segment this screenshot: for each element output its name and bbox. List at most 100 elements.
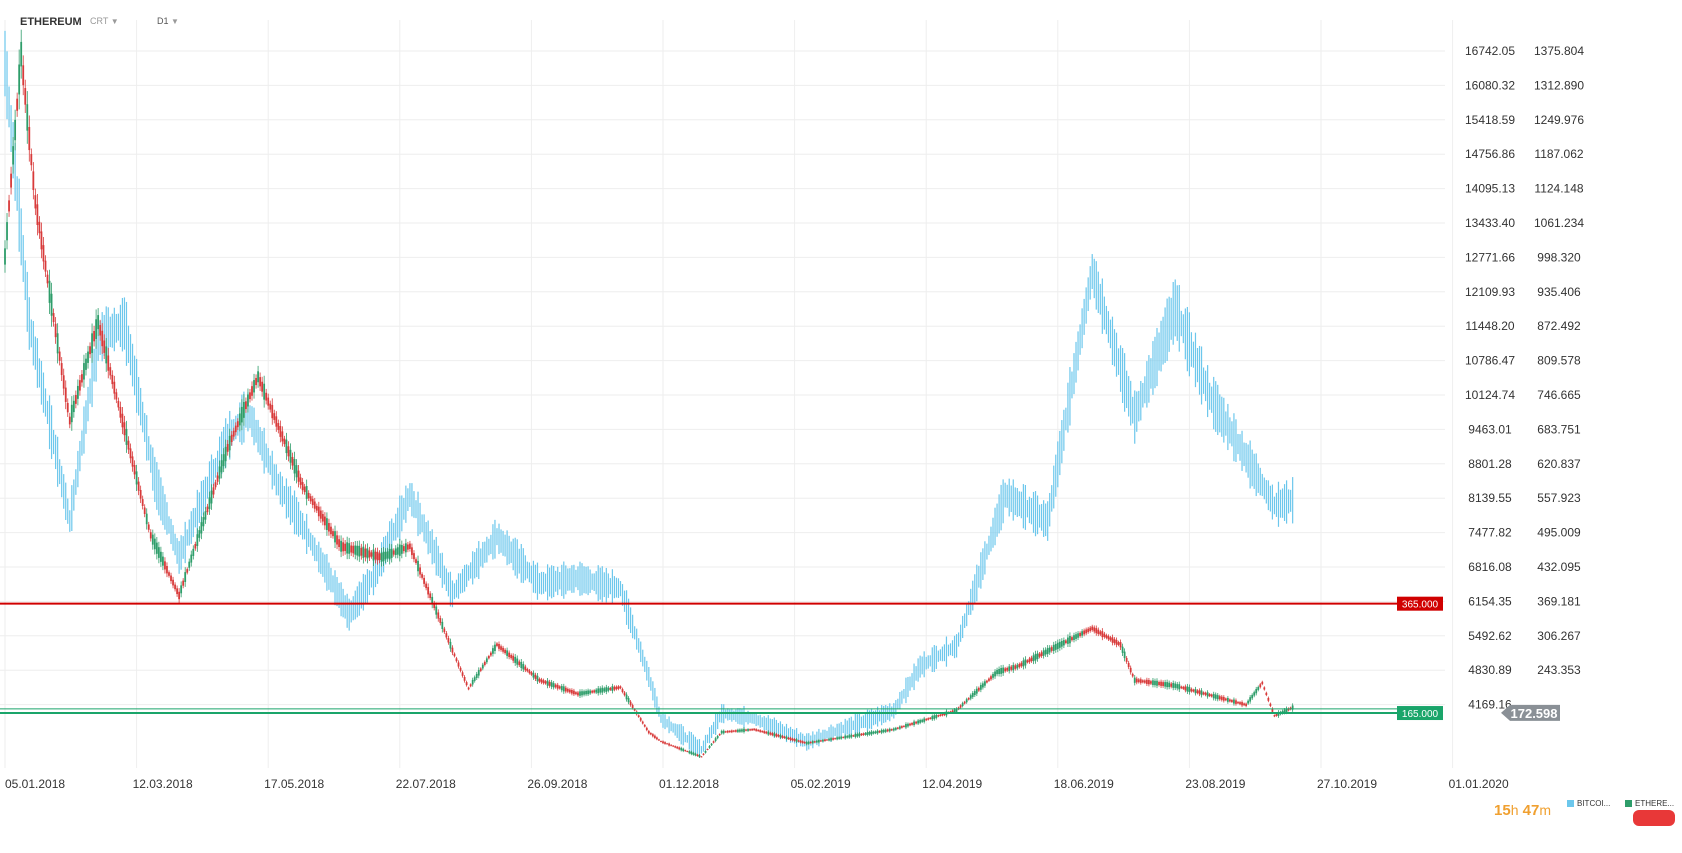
eth-candle-body — [1139, 679, 1142, 683]
eth-candle-body — [271, 404, 274, 419]
eth-candle-body — [91, 333, 93, 354]
legend-item-ethereum[interactable]: ETHERE... — [1625, 799, 1674, 808]
eth-candle-body — [81, 374, 83, 383]
eth-candle-body — [68, 416, 71, 425]
eth-candle-body — [781, 735, 784, 738]
eth-candle-body — [751, 728, 753, 731]
symbol-selector[interactable]: ETHEREUM — [20, 16, 82, 28]
eth-candle-body — [822, 739, 824, 742]
eth-candle-body — [506, 650, 509, 656]
eth-candle-body — [309, 496, 312, 502]
eth-candle-body — [342, 542, 345, 552]
eth-candle-body — [226, 443, 229, 452]
eth-candle-body — [467, 687, 470, 690]
eth-candle-body — [24, 88, 27, 105]
eth-candle-body — [338, 539, 340, 548]
eth-candle-body — [352, 545, 355, 554]
eth-candle-body — [20, 41, 23, 67]
eth-candle-body — [149, 532, 152, 539]
eth-candle-body — [771, 733, 774, 736]
eth-candle-body — [425, 583, 428, 589]
eth-candle-body — [1089, 627, 1092, 632]
eth-candle-body — [222, 454, 225, 467]
eth-candle-body — [1283, 709, 1286, 713]
eth-candle-body — [206, 506, 209, 513]
right-axis-tick-label: 746.665 — [1537, 388, 1581, 402]
eth-candle-body — [627, 698, 630, 703]
eth-candle-body — [1129, 667, 1132, 673]
eth-candle-body — [56, 333, 59, 354]
eth-candle-body — [1133, 677, 1136, 683]
eth-candle-body — [625, 694, 628, 700]
eth-candle-body — [730, 730, 733, 733]
eth-candle-body — [1222, 696, 1225, 701]
eth-candle-body — [429, 593, 432, 599]
eth-candle-body — [984, 681, 986, 686]
right-axis-tick-label: 243.353 — [1537, 663, 1581, 677]
eth-candle-body — [737, 729, 739, 732]
eth-candle-body — [220, 460, 223, 473]
eth-candle-body — [961, 703, 964, 707]
eth-candle-body — [368, 550, 371, 558]
eth-candle-body — [905, 724, 907, 728]
eth-candle-body — [1004, 668, 1007, 672]
eth-candle-body — [799, 740, 802, 743]
eth-candle-body — [882, 729, 885, 733]
eth-candle-body — [281, 431, 284, 442]
eth-candle-body — [1180, 686, 1183, 689]
eth-candle-body — [1231, 700, 1233, 702]
eth-candle-body — [398, 544, 401, 556]
time-axis-tick-label: 05.01.2018 — [5, 777, 65, 791]
eth-candle-body — [992, 673, 994, 678]
eth-candle-body — [164, 561, 166, 570]
eth-candle-body — [996, 669, 998, 675]
eth-candle-body — [953, 709, 956, 713]
eth-candle-body — [129, 448, 132, 459]
chart-type-selector[interactable]: CRT ▼ — [90, 16, 119, 26]
eth-candle-body — [70, 404, 73, 423]
eth-candle-body — [255, 377, 257, 386]
left-axis-tick-label: 15418.59 — [1465, 113, 1515, 127]
legend-close-button[interactable] — [1633, 810, 1675, 826]
eth-candle-body — [927, 718, 930, 720]
eth-candle-body — [1160, 681, 1162, 686]
eth-candle-body — [485, 658, 488, 663]
eth-candle-body — [117, 400, 120, 408]
eth-candle-body — [654, 735, 656, 738]
eth-candle-body — [969, 695, 972, 699]
eth-candle-body — [1245, 703, 1247, 707]
eth-candle-body — [12, 146, 14, 165]
eth-candle-body — [888, 728, 891, 732]
eth-candle-body — [127, 440, 130, 450]
eth-candle-body — [76, 385, 79, 399]
eth-candle-body — [741, 729, 743, 732]
eth-candle-body — [87, 351, 89, 363]
eth-candle-body — [1048, 647, 1051, 653]
eth-candle-body — [121, 413, 124, 428]
timeframe-selector[interactable]: D1 ▼ — [157, 16, 179, 26]
eth-candle-body — [817, 740, 820, 743]
horizontal-lines[interactable]: 365.000 165.000 — [0, 596, 1443, 721]
eth-candle-body — [388, 548, 391, 560]
eth-candle-body — [917, 720, 920, 724]
eth-candle-body — [93, 330, 95, 342]
eth-candle-body — [552, 683, 555, 688]
eth-candle-body — [994, 671, 996, 677]
eth-candle-body — [48, 280, 51, 303]
eth-candle-body — [1002, 667, 1005, 674]
legend-item-bitcoin[interactable]: BITCOI... — [1567, 799, 1610, 808]
eth-candle-body — [502, 647, 504, 652]
eth-candle-body — [591, 690, 594, 693]
eth-candle-body — [251, 386, 253, 396]
time-axis-tick-label: 05.02.2019 — [791, 777, 851, 791]
eth-candle-body — [135, 471, 138, 485]
eth-candle-body — [427, 587, 430, 595]
right-price-axis: 1375.804 1312.890 1249.976 1187.062 1124.148… — [1534, 44, 1584, 677]
time-axis-tick-label: 01.12.2018 — [659, 777, 719, 791]
eth-candle-body — [174, 584, 176, 590]
eth-candle-body — [951, 710, 954, 713]
eth-candle-body — [548, 681, 551, 686]
eth-candle-body — [678, 747, 681, 750]
eth-candle-body — [767, 731, 770, 735]
